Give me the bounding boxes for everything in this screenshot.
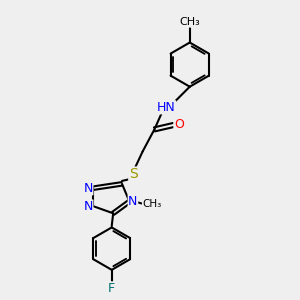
- Text: F: F: [108, 282, 115, 295]
- Text: S: S: [129, 167, 138, 181]
- Text: N: N: [83, 200, 93, 213]
- Text: N: N: [128, 195, 138, 208]
- Text: O: O: [174, 118, 184, 131]
- Text: N: N: [83, 182, 93, 195]
- Text: HN: HN: [157, 101, 176, 114]
- Text: CH₃: CH₃: [142, 200, 162, 209]
- Text: CH₃: CH₃: [179, 17, 200, 27]
